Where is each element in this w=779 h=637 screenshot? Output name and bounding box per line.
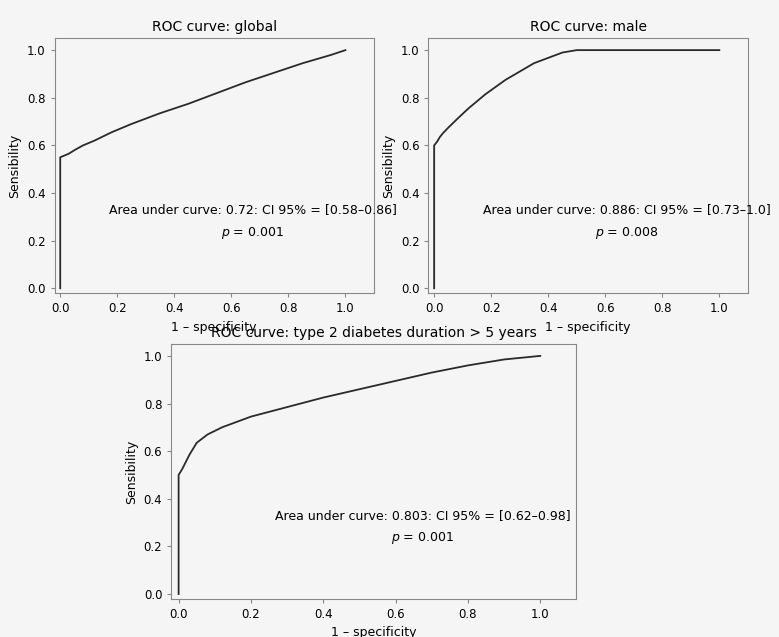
Title: ROC curve: type 2 diabetes duration > 5 years: ROC curve: type 2 diabetes duration > 5 … [211, 326, 537, 340]
Y-axis label: Sensibility: Sensibility [9, 134, 21, 197]
Title: ROC curve: male: ROC curve: male [530, 20, 647, 34]
Text: Area under curve: 0.803: CI 95% = [0.62–0.98]
$p$ = 0.001: Area under curve: 0.803: CI 95% = [0.62–… [275, 508, 570, 547]
X-axis label: 1 – specificity: 1 – specificity [331, 626, 417, 637]
X-axis label: 1 – specificity: 1 – specificity [171, 320, 257, 334]
X-axis label: 1 – specificity: 1 – specificity [545, 320, 631, 334]
Y-axis label: Sensibility: Sensibility [382, 134, 395, 197]
Text: Area under curve: 0.886: CI 95% = [0.73–1.0]
$p$ = 0.008: Area under curve: 0.886: CI 95% = [0.73–… [483, 203, 770, 241]
Title: ROC curve: global: ROC curve: global [152, 20, 277, 34]
Y-axis label: Sensibility: Sensibility [125, 440, 138, 503]
Text: Area under curve: 0.72: CI 95% = [0.58–0.86]
$p$ = 0.001: Area under curve: 0.72: CI 95% = [0.58–0… [108, 203, 397, 241]
